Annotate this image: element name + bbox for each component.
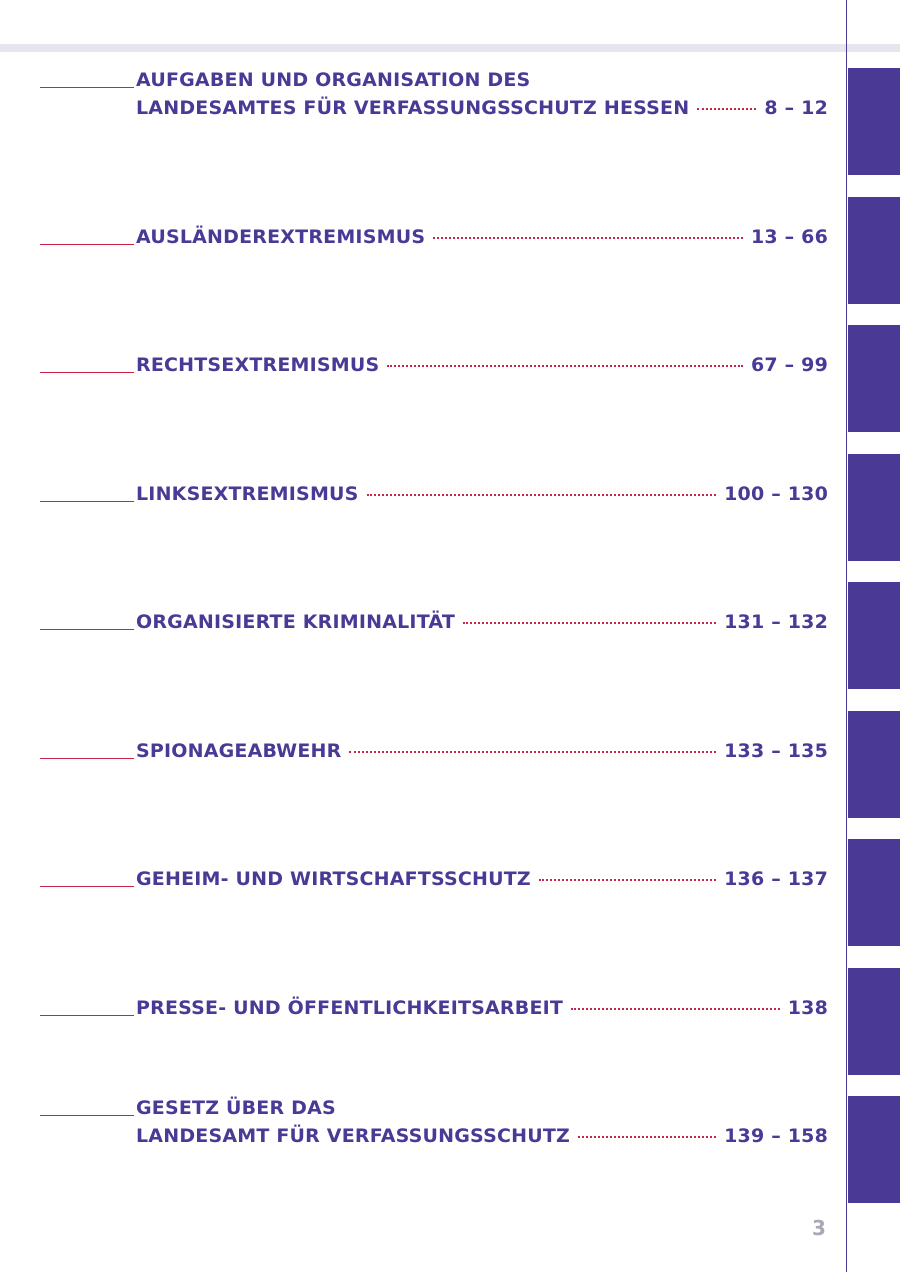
dot-leader <box>577 1136 717 1138</box>
dot-leader <box>349 750 717 753</box>
toc-entry: LINKSEXTREMISMUS 100 – 130 <box>136 480 828 508</box>
toc-entry: AUFGABEN UND ORGANISATION DES LANDESAMTES… <box>136 66 828 122</box>
entry-rule <box>40 1115 134 1116</box>
entry-pages: 139 – 158 <box>724 1125 828 1147</box>
section-tab <box>848 839 900 946</box>
toc-entry: SPIONAGEABWEHR 133 – 135 <box>136 737 828 765</box>
entry-title: GEHEIM- UND WIRTSCHAFTSSCHUTZ <box>136 868 531 890</box>
entry-pages: 8 – 12 <box>764 97 828 119</box>
entry-pages: 13 – 66 <box>750 225 828 248</box>
entry-pages: 131 – 132 <box>724 611 828 633</box>
entry-rule <box>40 500 134 502</box>
dot-leader <box>697 108 757 110</box>
entry-rule <box>40 243 134 245</box>
entry-pages: 100 – 130 <box>724 482 828 505</box>
entry-line: RECHTSEXTREMISMUS 67 – 99 <box>136 351 828 379</box>
entry-pages: 138 <box>787 996 828 1019</box>
section-tab <box>848 196 900 304</box>
entry-title: AUFGABEN UND ORGANISATION DES <box>136 69 531 91</box>
dot-leader <box>462 622 717 624</box>
entry-line: LINKSEXTREMISMUS 100 – 130 <box>136 480 828 508</box>
section-tab <box>848 967 900 1075</box>
entry-title: PRESSE- UND ÖFFENTLICHKEITSARBEIT <box>136 996 564 1019</box>
entry-rule <box>40 886 134 887</box>
entry-title: SPIONAGEABWEHR <box>136 739 342 762</box>
entry-title: ORGANISIERTE KRIMINALITÄT <box>136 611 455 633</box>
section-tab <box>848 1096 900 1203</box>
margin-line <box>846 0 847 1272</box>
entry-title: AUSLÄNDEREXTREMISMUS <box>136 225 426 248</box>
entry-pages: 67 – 99 <box>750 354 828 376</box>
entry-pages: 136 – 137 <box>724 868 828 890</box>
entry-title: LINKSEXTREMISMUS <box>136 482 359 505</box>
dot-leader <box>433 236 743 239</box>
entry-title: GESETZ ÜBER DAS <box>136 1097 336 1119</box>
entry-line: SPIONAGEABWEHR 133 – 135 <box>136 737 828 765</box>
entry-line: PRESSE- UND ÖFFENTLICHKEITSARBEIT 138 <box>136 994 828 1022</box>
entry-line: LANDESAMT FÜR VERFASSUNGSSCHUTZ 139 – 158 <box>136 1122 828 1150</box>
dot-leader <box>387 365 743 367</box>
section-tab <box>848 582 900 689</box>
entry-line: GEHEIM- UND WIRTSCHAFTSSCHUTZ 136 – 137 <box>136 865 828 893</box>
entry-pages: 133 – 135 <box>724 739 828 762</box>
entry-line: AUFGABEN UND ORGANISATION DES <box>136 66 828 94</box>
toc-entry: GESETZ ÜBER DAS LANDESAMT FÜR VERFASSUNGS… <box>136 1094 828 1150</box>
section-tab <box>848 68 900 175</box>
dot-leader <box>538 879 717 881</box>
toc-entry: ORGANISIERTE KRIMINALITÄT 131 – 132 <box>136 608 828 636</box>
entry-rule <box>40 1014 134 1016</box>
entry-line: LANDESAMTES FÜR VERFASSUNGSSCHUTZ HESSEN… <box>136 94 828 122</box>
entry-rule <box>40 757 134 759</box>
dot-leader <box>571 1007 780 1010</box>
toc-entry: RECHTSEXTREMISMUS 67 – 99 <box>136 351 828 379</box>
toc-entry: PRESSE- UND ÖFFENTLICHKEITSARBEIT 138 <box>136 994 828 1022</box>
entry-line: GESETZ ÜBER DAS <box>136 1094 828 1122</box>
section-tab <box>848 453 900 561</box>
toc-entry: GEHEIM- UND WIRTSCHAFTSSCHUTZ 136 – 137 <box>136 865 828 893</box>
top-bar <box>0 44 900 52</box>
entry-title: LANDESAMTES FÜR VERFASSUNGSSCHUTZ HESSEN <box>136 97 690 119</box>
entry-title: RECHTSEXTREMISMUS <box>136 354 380 376</box>
entry-line: ORGANISIERTE KRIMINALITÄT 131 – 132 <box>136 608 828 636</box>
toc-entry: AUSLÄNDEREXTREMISMUS 13 – 66 <box>136 223 828 251</box>
entry-rule <box>40 372 134 373</box>
section-tab <box>848 325 900 432</box>
page-number: 3 <box>812 1216 826 1240</box>
entry-title: LANDESAMT FÜR VERFASSUNGSSCHUTZ <box>136 1125 570 1147</box>
dot-leader <box>366 493 717 496</box>
entry-rule <box>40 629 134 630</box>
entry-line: AUSLÄNDEREXTREMISMUS 13 – 66 <box>136 223 828 251</box>
entry-rule <box>40 87 134 88</box>
section-tab <box>848 710 900 818</box>
